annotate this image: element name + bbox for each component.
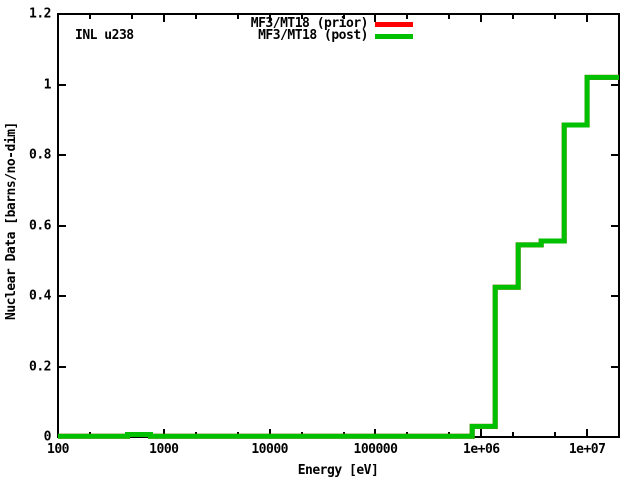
y-tick-label: 0.4	[29, 288, 51, 304]
y-tick-label: 1	[43, 77, 52, 92]
plot-annotation: INL u238	[75, 28, 134, 43]
x-tick-label: 1e+06	[462, 442, 500, 457]
legend-label-prior: MF3/MT18 (prior)	[250, 16, 369, 31]
y-tick-label: 1.2	[29, 6, 51, 22]
x-tick-label: 100000	[353, 442, 398, 457]
curve-post	[58, 74, 619, 439]
x-tick-label: 1e+07	[568, 442, 606, 457]
plot-border	[57, 13, 620, 438]
y-tick-label: 0.2	[29, 359, 51, 374]
curve-prior	[58, 74, 619, 439]
x-tick-label: 100	[47, 442, 69, 457]
y-tick-label: 0.8	[29, 147, 51, 163]
legend-swatch-post	[375, 34, 413, 39]
x-axis-title: Energy [eV]	[297, 463, 379, 478]
y-axis-title: Nuclear Data [barns/no-dim]	[4, 122, 19, 320]
legend-swatch-prior	[375, 22, 413, 27]
x-tick-label: 10000	[251, 442, 288, 457]
legend-label-post: MF3/MT18 (post)	[258, 28, 368, 43]
x-tick-label: 1000	[149, 442, 179, 457]
y-tick-label: 0.6	[29, 218, 51, 233]
y-tick-label: 0	[43, 429, 52, 445]
